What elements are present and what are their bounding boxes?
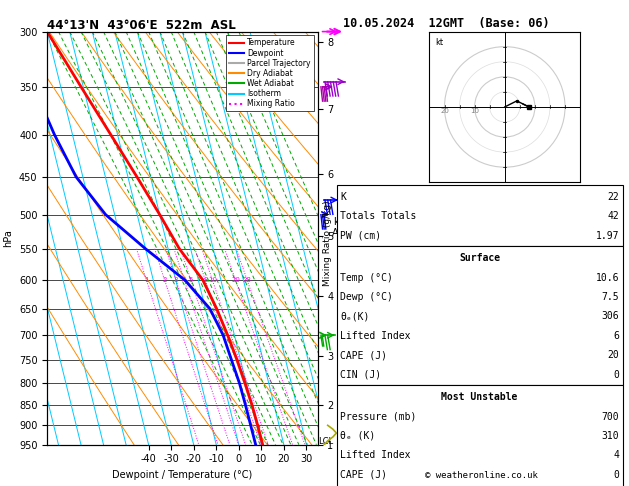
Text: 306: 306: [601, 312, 619, 321]
Text: 28: 28: [243, 278, 252, 283]
X-axis label: Dewpoint / Temperature (°C): Dewpoint / Temperature (°C): [113, 470, 252, 480]
Text: © weatheronline.co.uk: © weatheronline.co.uk: [425, 471, 538, 480]
Text: 0: 0: [613, 470, 619, 480]
Text: 8: 8: [203, 278, 208, 283]
Text: 0: 0: [613, 370, 619, 380]
Text: 6: 6: [613, 331, 619, 341]
Text: θₑ(K): θₑ(K): [340, 312, 370, 321]
Text: 7.5: 7.5: [601, 292, 619, 302]
Text: CAPE (J): CAPE (J): [340, 350, 387, 360]
Text: 4: 4: [182, 278, 187, 283]
Text: 20: 20: [607, 350, 619, 360]
Text: 2: 2: [162, 278, 167, 283]
Y-axis label: hPa: hPa: [3, 229, 13, 247]
Text: 10: 10: [470, 108, 479, 114]
Text: Lifted Index: Lifted Index: [340, 451, 411, 460]
Text: 1: 1: [144, 278, 148, 283]
Text: 42: 42: [607, 211, 619, 221]
Text: kt: kt: [435, 37, 443, 47]
Legend: Temperature, Dewpoint, Parcel Trajectory, Dry Adiabat, Wet Adiabat, Isotherm, Mi: Temperature, Dewpoint, Parcel Trajectory…: [226, 35, 314, 111]
Text: CAPE (J): CAPE (J): [340, 470, 387, 480]
Text: Temp (°C): Temp (°C): [340, 273, 393, 282]
Text: LCL: LCL: [318, 437, 333, 447]
Y-axis label: km
ASL: km ASL: [331, 217, 350, 238]
Text: 10: 10: [208, 278, 217, 283]
Text: 310: 310: [601, 431, 619, 441]
Text: Mixing Ratio (g/kg): Mixing Ratio (g/kg): [323, 200, 331, 286]
Text: Lifted Index: Lifted Index: [340, 331, 411, 341]
Text: 20: 20: [440, 108, 449, 114]
Text: 5: 5: [189, 278, 193, 283]
Text: 4: 4: [613, 451, 619, 460]
Text: Dewp (°C): Dewp (°C): [340, 292, 393, 302]
Text: 10.05.2024  12GMT  (Base: 06): 10.05.2024 12GMT (Base: 06): [343, 17, 549, 30]
Text: K: K: [340, 192, 346, 202]
Text: θₑ (K): θₑ (K): [340, 431, 376, 441]
Text: CIN (J): CIN (J): [340, 370, 381, 380]
Text: Surface: Surface: [459, 253, 500, 263]
Text: Totals Totals: Totals Totals: [340, 211, 416, 221]
Text: 22: 22: [607, 192, 619, 202]
Text: 44°13'N  43°06'E  522m  ASL: 44°13'N 43°06'E 522m ASL: [47, 18, 236, 32]
Text: 10.6: 10.6: [596, 273, 619, 282]
Text: Most Unstable: Most Unstable: [442, 392, 518, 402]
Text: Pressure (mb): Pressure (mb): [340, 412, 416, 421]
Text: 700: 700: [601, 412, 619, 421]
Text: 1.97: 1.97: [596, 231, 619, 241]
Text: 20: 20: [231, 278, 240, 283]
Text: 3: 3: [174, 278, 178, 283]
Text: PW (cm): PW (cm): [340, 231, 381, 241]
